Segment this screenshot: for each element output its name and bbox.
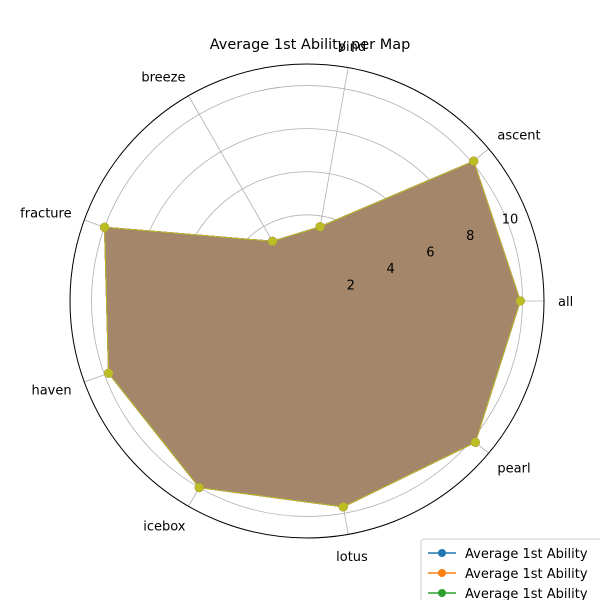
- radial-tick-label: 8: [466, 229, 474, 244]
- radial-tick-label: 10: [502, 213, 519, 228]
- data-point: [100, 222, 110, 232]
- outer-frame: [69, 63, 545, 539]
- data-point: [315, 222, 325, 232]
- legend-marker: [438, 569, 446, 577]
- category-label-ascent: ascent: [497, 129, 540, 144]
- radial-tick-labels: 2 4 6 8 10: [347, 213, 519, 294]
- category-label-lotus: lotus: [336, 550, 368, 565]
- data-point: [104, 368, 114, 378]
- series-line: [104, 160, 521, 508]
- category-label-haven: haven: [31, 384, 71, 399]
- data-point: [338, 502, 348, 512]
- category-label-pearl: pearl: [497, 461, 530, 476]
- legend-marker: [438, 589, 446, 597]
- legend-frame: [420, 538, 600, 600]
- category-labels: all ascent bind breeze fracture haven icebox lo…: [20, 40, 573, 565]
- data-point: [268, 236, 278, 246]
- radial-tick-label: 4: [386, 262, 394, 277]
- legend-label: Average 1st Ability: [465, 547, 588, 562]
- chart-title: Average 1st Ability per Map: [210, 37, 411, 53]
- radial-tick-label: 6: [426, 246, 434, 261]
- category-label-breeze: breeze: [141, 71, 185, 86]
- legend-label: Average 1st Ability: [465, 567, 588, 582]
- data-point: [470, 437, 480, 447]
- category-label-fracture: fracture: [20, 206, 71, 221]
- category-label-icebox: icebox: [143, 519, 186, 534]
- data-point: [469, 156, 479, 166]
- series-fill-area: [104, 161, 521, 507]
- series-layer: [100, 156, 525, 512]
- legend-label: Average 1st Ability: [465, 587, 588, 600]
- legend-marker: [438, 549, 446, 557]
- data-point: [515, 296, 525, 306]
- category-label-all: all: [558, 295, 573, 310]
- legend: Average 1st Ability Average 1st Ability Av…: [420, 538, 600, 600]
- category-label-bind: bind: [338, 40, 366, 55]
- data-point: [194, 483, 204, 493]
- radial-tick-label: 2: [347, 279, 355, 294]
- series-8: [100, 156, 525, 512]
